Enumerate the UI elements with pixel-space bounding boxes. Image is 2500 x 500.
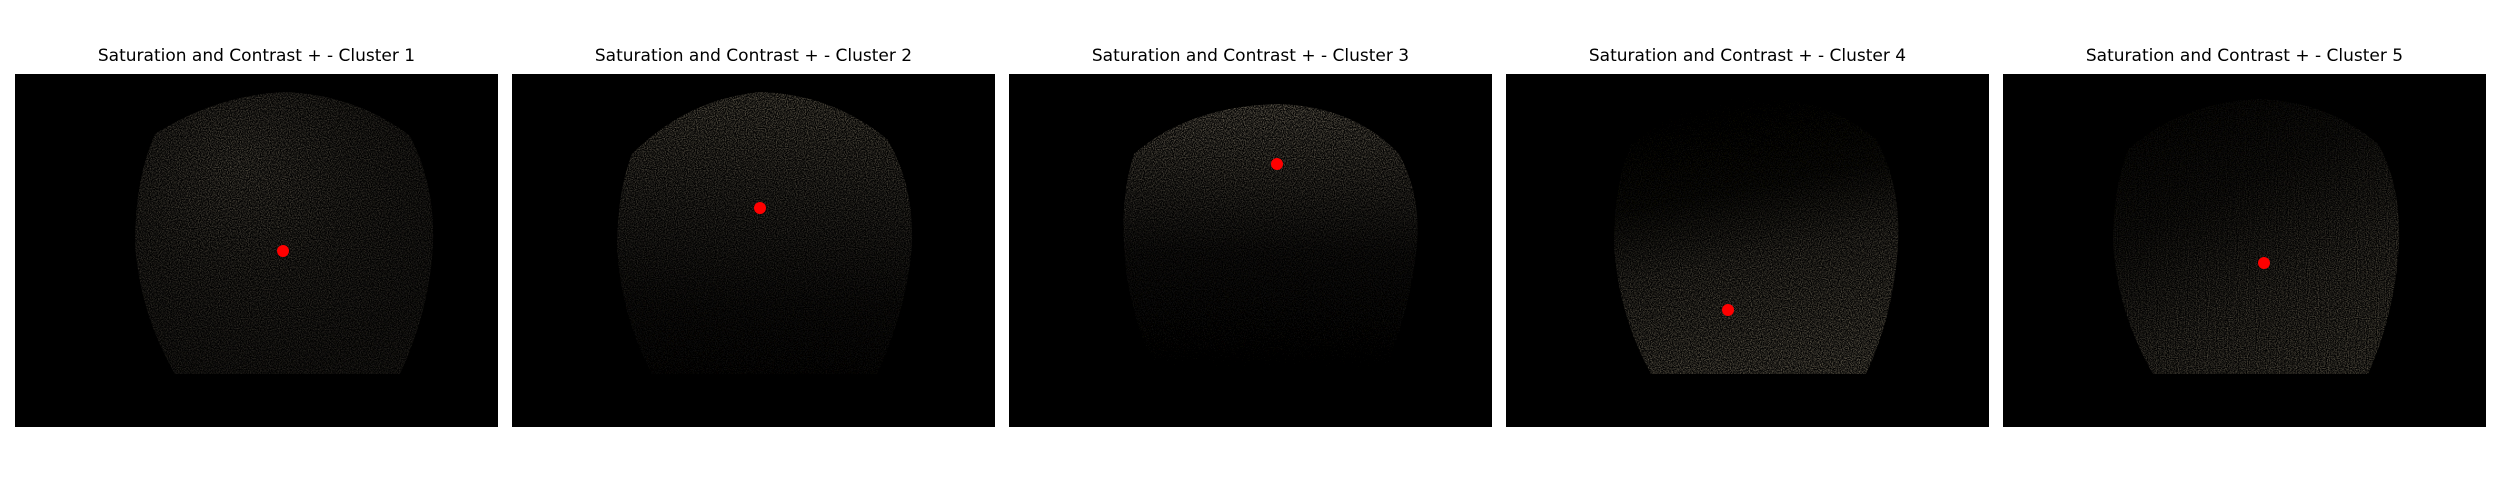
wafer-disc: [135, 92, 434, 374]
wafer-disc: [617, 92, 913, 374]
wafer-disc: [2113, 99, 2400, 374]
cluster-panel-2: Saturation and Contrast + - Cluster 2: [512, 0, 995, 430]
cluster-centroid-marker: [754, 202, 766, 214]
cluster-image: [1009, 74, 1492, 427]
cluster-image: [2003, 74, 2486, 427]
cluster-panel-4: Saturation and Contrast + - Cluster 4: [1506, 0, 1989, 430]
panel-title: Saturation and Contrast + - Cluster 4: [1588, 46, 1907, 66]
cluster-centroid-marker: [277, 245, 289, 257]
panel-title: Saturation and Contrast + - Cluster 1: [97, 46, 416, 66]
cluster-centroid-marker: [1271, 158, 1283, 170]
cluster-image: [15, 74, 498, 427]
cluster-image: [1506, 74, 1989, 427]
cluster-panel-5: Saturation and Contrast + - Cluster 5: [2003, 0, 2486, 430]
panel-title: Saturation and Contrast + - Cluster 5: [2085, 46, 2404, 66]
cluster-panel-3: Saturation and Contrast + - Cluster 3: [1009, 0, 1492, 430]
panel-title: Saturation and Contrast + - Cluster 3: [1091, 46, 1410, 66]
cluster-panel-1: Saturation and Contrast + - Cluster 1: [15, 0, 498, 430]
cluster-centroid-marker: [2258, 257, 2270, 269]
wafer-disc: [1123, 104, 1418, 374]
cluster-centroid-marker: [1722, 304, 1734, 316]
cluster-image: [512, 74, 995, 427]
wafer-disc: [1614, 96, 1899, 374]
panel-title: Saturation and Contrast + - Cluster 2: [594, 46, 913, 66]
